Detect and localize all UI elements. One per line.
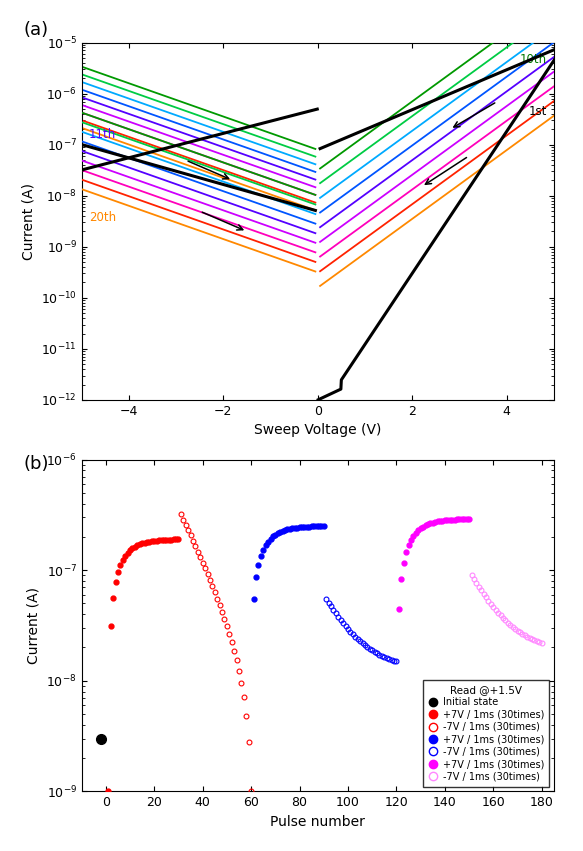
Text: 1st: 1st	[528, 105, 547, 117]
X-axis label: Pulse number: Pulse number	[271, 815, 365, 829]
Text: 20th: 20th	[89, 211, 116, 224]
Text: (b): (b)	[23, 455, 49, 473]
Text: (a): (a)	[23, 21, 48, 39]
Y-axis label: Current (A): Current (A)	[21, 183, 36, 260]
Text: 10th: 10th	[519, 53, 547, 66]
Text: 11th: 11th	[89, 128, 116, 140]
Legend: Initial state, +7V / 1ms (30times), -7V / 1ms (30times), +7V / 1ms (30times), -7: Initial state, +7V / 1ms (30times), -7V …	[423, 680, 549, 786]
Y-axis label: Current (A): Current (A)	[27, 587, 41, 664]
X-axis label: Sweep Voltage (V): Sweep Voltage (V)	[254, 424, 381, 437]
